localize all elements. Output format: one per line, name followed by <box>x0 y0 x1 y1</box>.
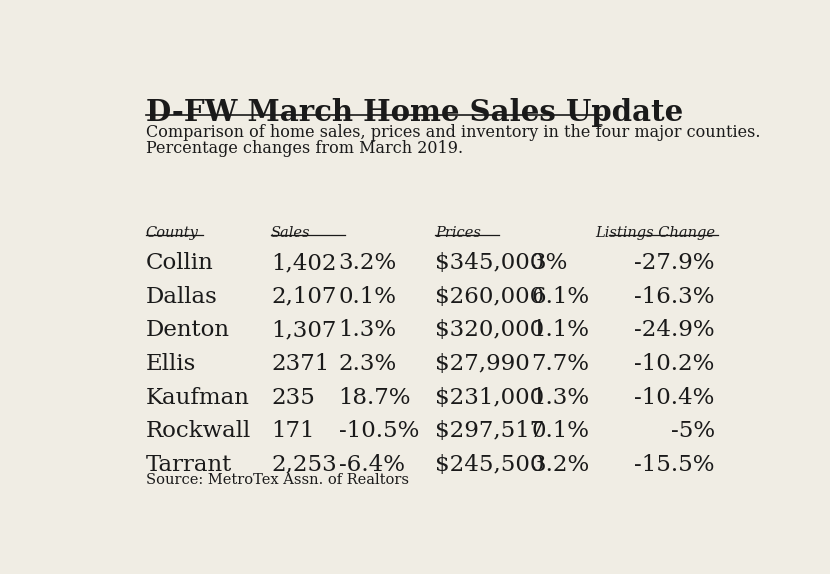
Text: 1.3%: 1.3% <box>531 387 589 409</box>
Text: 6.1%: 6.1% <box>531 286 589 308</box>
Text: Rockwall: Rockwall <box>145 420 251 442</box>
Text: D-FW March Home Sales Update: D-FW March Home Sales Update <box>145 98 683 127</box>
Text: Comparison of home sales, prices and inventory in the four major counties.: Comparison of home sales, prices and inv… <box>145 124 760 141</box>
Text: 1.1%: 1.1% <box>531 320 589 342</box>
Text: $345,000: $345,000 <box>435 253 544 274</box>
Text: 2,107: 2,107 <box>271 286 336 308</box>
Text: 3%: 3% <box>531 253 568 274</box>
Text: -10.5%: -10.5% <box>339 420 419 442</box>
Text: Denton: Denton <box>145 320 230 342</box>
Text: 3.2%: 3.2% <box>531 454 590 476</box>
Text: -5%: -5% <box>671 420 715 442</box>
Text: $297,517: $297,517 <box>435 420 544 442</box>
Text: 235: 235 <box>271 387 315 409</box>
Text: County: County <box>145 226 198 240</box>
Text: 3.2%: 3.2% <box>339 253 397 274</box>
Text: -6.4%: -6.4% <box>339 454 404 476</box>
Text: $320,000: $320,000 <box>435 320 544 342</box>
Text: Kaufman: Kaufman <box>145 387 250 409</box>
Text: $27,990: $27,990 <box>435 353 530 375</box>
Text: -27.9%: -27.9% <box>634 253 715 274</box>
Text: Ellis: Ellis <box>145 353 196 375</box>
Text: 1.3%: 1.3% <box>339 320 397 342</box>
Text: 18.7%: 18.7% <box>339 387 411 409</box>
Text: Prices: Prices <box>435 226 481 240</box>
Text: 2.3%: 2.3% <box>339 353 397 375</box>
Text: 7.7%: 7.7% <box>531 353 589 375</box>
Text: -10.2%: -10.2% <box>634 353 715 375</box>
Text: Dallas: Dallas <box>145 286 217 308</box>
Text: Listings Change: Listings Change <box>595 226 715 240</box>
Text: -24.9%: -24.9% <box>634 320 715 342</box>
Text: 2,253: 2,253 <box>271 454 337 476</box>
Text: Sales: Sales <box>271 226 310 240</box>
Text: $231,000: $231,000 <box>435 387 544 409</box>
Text: Source: MetroTex Assn. of Realtors: Source: MetroTex Assn. of Realtors <box>145 472 408 487</box>
Text: 0.1%: 0.1% <box>531 420 589 442</box>
Text: 171: 171 <box>271 420 315 442</box>
Text: 2371: 2371 <box>271 353 330 375</box>
Text: $245,500: $245,500 <box>435 454 544 476</box>
Text: Percentage changes from March 2019.: Percentage changes from March 2019. <box>145 141 462 157</box>
Text: 0.1%: 0.1% <box>339 286 397 308</box>
Text: Collin: Collin <box>145 253 213 274</box>
Text: $260,000: $260,000 <box>435 286 544 308</box>
Text: -10.4%: -10.4% <box>634 387 715 409</box>
Text: Tarrant: Tarrant <box>145 454 232 476</box>
Text: 1,402: 1,402 <box>271 253 336 274</box>
Text: 1,307: 1,307 <box>271 320 336 342</box>
Text: -15.5%: -15.5% <box>634 454 715 476</box>
Text: -16.3%: -16.3% <box>634 286 715 308</box>
